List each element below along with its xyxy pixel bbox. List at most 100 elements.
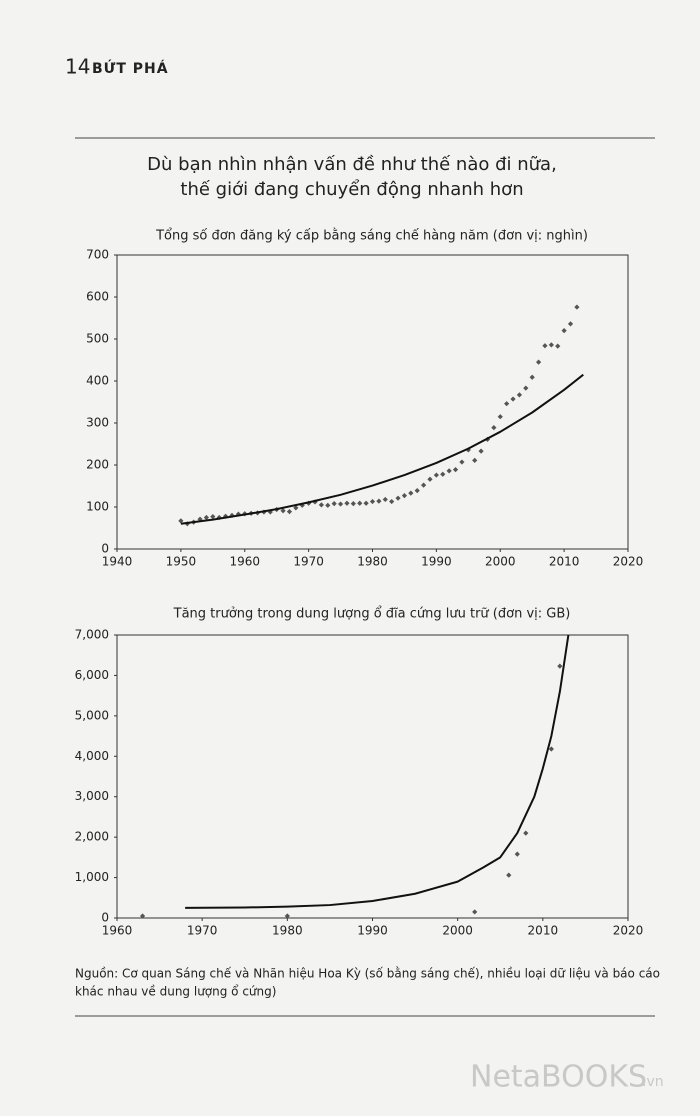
x-tick-label: 1950 [166, 555, 197, 569]
y-tick-label: 400 [86, 374, 109, 388]
y-tick-label: 2,000 [75, 830, 109, 844]
data-point [376, 498, 382, 504]
title: thế giới đang chuyển động nhanh hơn [180, 179, 523, 200]
data-point [344, 500, 350, 506]
plot-frame [116, 254, 629, 550]
x-tick-label: 1970 [293, 555, 324, 569]
y-tick-label: 500 [86, 332, 109, 346]
data-point [421, 482, 427, 488]
data-point [197, 516, 203, 522]
data-point [523, 385, 529, 391]
data-point [548, 342, 554, 348]
data-point [478, 448, 484, 454]
y-tick-label: 0 [101, 911, 109, 925]
chart-subtitle: Tăng trưởng trong dung lượng ổ đĩa cứng … [173, 607, 571, 622]
data-point [331, 501, 337, 507]
data-point [318, 502, 324, 508]
x-tick-label: 1940 [102, 555, 133, 569]
y-tick-label: 4,000 [75, 749, 109, 763]
watermark-suffix: .vn [642, 1074, 664, 1090]
data-point [542, 343, 548, 349]
watermark: NetaBOOKS [470, 1060, 647, 1095]
trend-line [185, 634, 570, 909]
data-point [557, 663, 563, 669]
chart-subtitle: Tổng số đơn đăng ký cấp bằng sáng chế hà… [155, 229, 588, 244]
data-point [472, 457, 478, 463]
y-tick-label: 5,000 [75, 708, 109, 722]
data-point [514, 851, 520, 857]
data-point [446, 468, 452, 474]
data-point [504, 401, 510, 407]
y-tick-label: 1,000 [75, 870, 109, 884]
data-point [284, 913, 290, 919]
data-point [357, 500, 363, 506]
x-tick-label: 2020 [613, 555, 644, 569]
data-point [280, 508, 286, 514]
data-point [222, 513, 229, 519]
data-point [369, 498, 376, 505]
data-point [459, 459, 465, 465]
data-point [408, 490, 414, 496]
data-point [389, 498, 395, 505]
data-point [452, 467, 459, 473]
data-point [350, 501, 356, 507]
x-tick-label: 2000 [442, 924, 473, 938]
data-point [363, 500, 369, 506]
data-point [427, 476, 433, 482]
x-tick-label: 1980 [357, 555, 388, 569]
y-tick-label: 200 [86, 458, 109, 472]
source-note: Nguồn: Cơ quan Sáng chế và Nhãn hiệu Hoa… [75, 967, 660, 981]
source-note: khác nhau về dung lượng ổ cứng) [75, 985, 276, 999]
data-point [497, 414, 503, 420]
data-point [395, 495, 401, 501]
data-point [561, 328, 567, 334]
data-point [382, 496, 388, 503]
plot-frame [116, 634, 629, 919]
data-point [433, 472, 439, 478]
y-tick-label: 600 [86, 290, 109, 304]
x-tick-label: 1960 [229, 555, 260, 569]
data-point [178, 518, 184, 524]
y-tick-label: 3,000 [75, 789, 109, 803]
data-point [325, 502, 331, 508]
data-point [210, 514, 216, 520]
x-tick-label: 1980 [272, 924, 303, 938]
trend-line [180, 373, 584, 525]
data-point [548, 746, 554, 752]
y-tick-label: 0 [101, 542, 109, 556]
data-point [337, 501, 344, 507]
data-point [516, 392, 523, 398]
data-point [203, 514, 210, 521]
title: Dù bạn nhìn nhận vấn đề như thế nào đi n… [147, 154, 557, 175]
x-tick-label: 2000 [485, 555, 516, 569]
data-point [491, 425, 497, 431]
data-point [139, 913, 146, 919]
y-tick-label: 100 [86, 500, 109, 514]
data-point [414, 488, 420, 494]
data-point [523, 830, 529, 836]
x-tick-label: 1990 [421, 555, 452, 569]
x-tick-label: 2010 [549, 555, 580, 569]
y-tick-label: 700 [86, 248, 109, 262]
data-point [293, 505, 299, 511]
data-point [555, 343, 561, 349]
data-point [401, 493, 408, 499]
data-point [529, 374, 535, 380]
data-point [472, 909, 478, 915]
y-tick-label: 300 [86, 416, 109, 430]
data-point [567, 321, 574, 327]
page-number: 14 [65, 55, 90, 79]
x-tick-label: 2020 [613, 924, 644, 938]
x-tick-label: 1960 [102, 924, 133, 938]
data-point [510, 396, 516, 402]
data-point [312, 499, 318, 505]
data-point [286, 509, 293, 515]
data-point [506, 872, 512, 878]
x-tick-label: 1970 [187, 924, 218, 938]
x-tick-label: 2010 [528, 924, 559, 938]
running-title: BỨT PHÁ [92, 59, 169, 77]
y-tick-label: 6,000 [75, 668, 109, 682]
data-point [535, 359, 542, 365]
y-tick-label: 7,000 [75, 628, 109, 642]
